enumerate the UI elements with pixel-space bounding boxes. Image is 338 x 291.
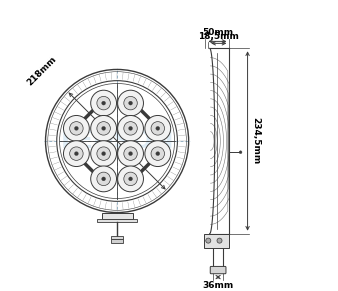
Circle shape bbox=[118, 116, 143, 141]
Circle shape bbox=[128, 177, 132, 181]
Text: 18,5mm: 18,5mm bbox=[198, 32, 239, 41]
Circle shape bbox=[97, 96, 110, 110]
Circle shape bbox=[124, 122, 137, 135]
Circle shape bbox=[206, 238, 211, 243]
Circle shape bbox=[145, 141, 171, 166]
Circle shape bbox=[128, 126, 132, 130]
Circle shape bbox=[217, 238, 222, 243]
Circle shape bbox=[118, 166, 143, 192]
Circle shape bbox=[97, 147, 110, 160]
Circle shape bbox=[102, 126, 105, 130]
Circle shape bbox=[124, 172, 137, 186]
Circle shape bbox=[124, 147, 137, 160]
Text: 234,5mm: 234,5mm bbox=[251, 117, 260, 165]
Circle shape bbox=[70, 122, 83, 135]
Circle shape bbox=[70, 147, 83, 160]
Text: 50mm: 50mm bbox=[202, 28, 233, 37]
Circle shape bbox=[118, 141, 143, 166]
Circle shape bbox=[74, 126, 78, 130]
FancyBboxPatch shape bbox=[112, 239, 123, 243]
Circle shape bbox=[145, 116, 171, 141]
Circle shape bbox=[124, 96, 137, 110]
Text: 36mm: 36mm bbox=[202, 281, 234, 290]
FancyBboxPatch shape bbox=[112, 236, 123, 239]
Circle shape bbox=[97, 122, 110, 135]
Circle shape bbox=[97, 172, 110, 186]
Circle shape bbox=[128, 152, 132, 156]
FancyBboxPatch shape bbox=[102, 212, 132, 219]
Circle shape bbox=[91, 116, 117, 141]
Text: LEDSON: LEDSON bbox=[60, 129, 174, 153]
Circle shape bbox=[156, 152, 160, 156]
Text: 218mm: 218mm bbox=[25, 55, 58, 88]
Circle shape bbox=[102, 152, 105, 156]
FancyBboxPatch shape bbox=[97, 219, 137, 222]
Circle shape bbox=[64, 141, 89, 166]
Circle shape bbox=[91, 90, 117, 116]
Circle shape bbox=[239, 151, 242, 154]
Circle shape bbox=[102, 101, 105, 105]
Circle shape bbox=[74, 152, 78, 156]
FancyBboxPatch shape bbox=[210, 267, 226, 274]
Circle shape bbox=[91, 166, 117, 192]
Circle shape bbox=[156, 126, 160, 130]
Circle shape bbox=[151, 147, 165, 160]
Circle shape bbox=[64, 116, 89, 141]
FancyBboxPatch shape bbox=[204, 234, 229, 248]
Circle shape bbox=[91, 141, 117, 166]
Circle shape bbox=[118, 90, 143, 116]
Circle shape bbox=[102, 177, 105, 181]
Circle shape bbox=[128, 101, 132, 105]
Circle shape bbox=[151, 122, 165, 135]
